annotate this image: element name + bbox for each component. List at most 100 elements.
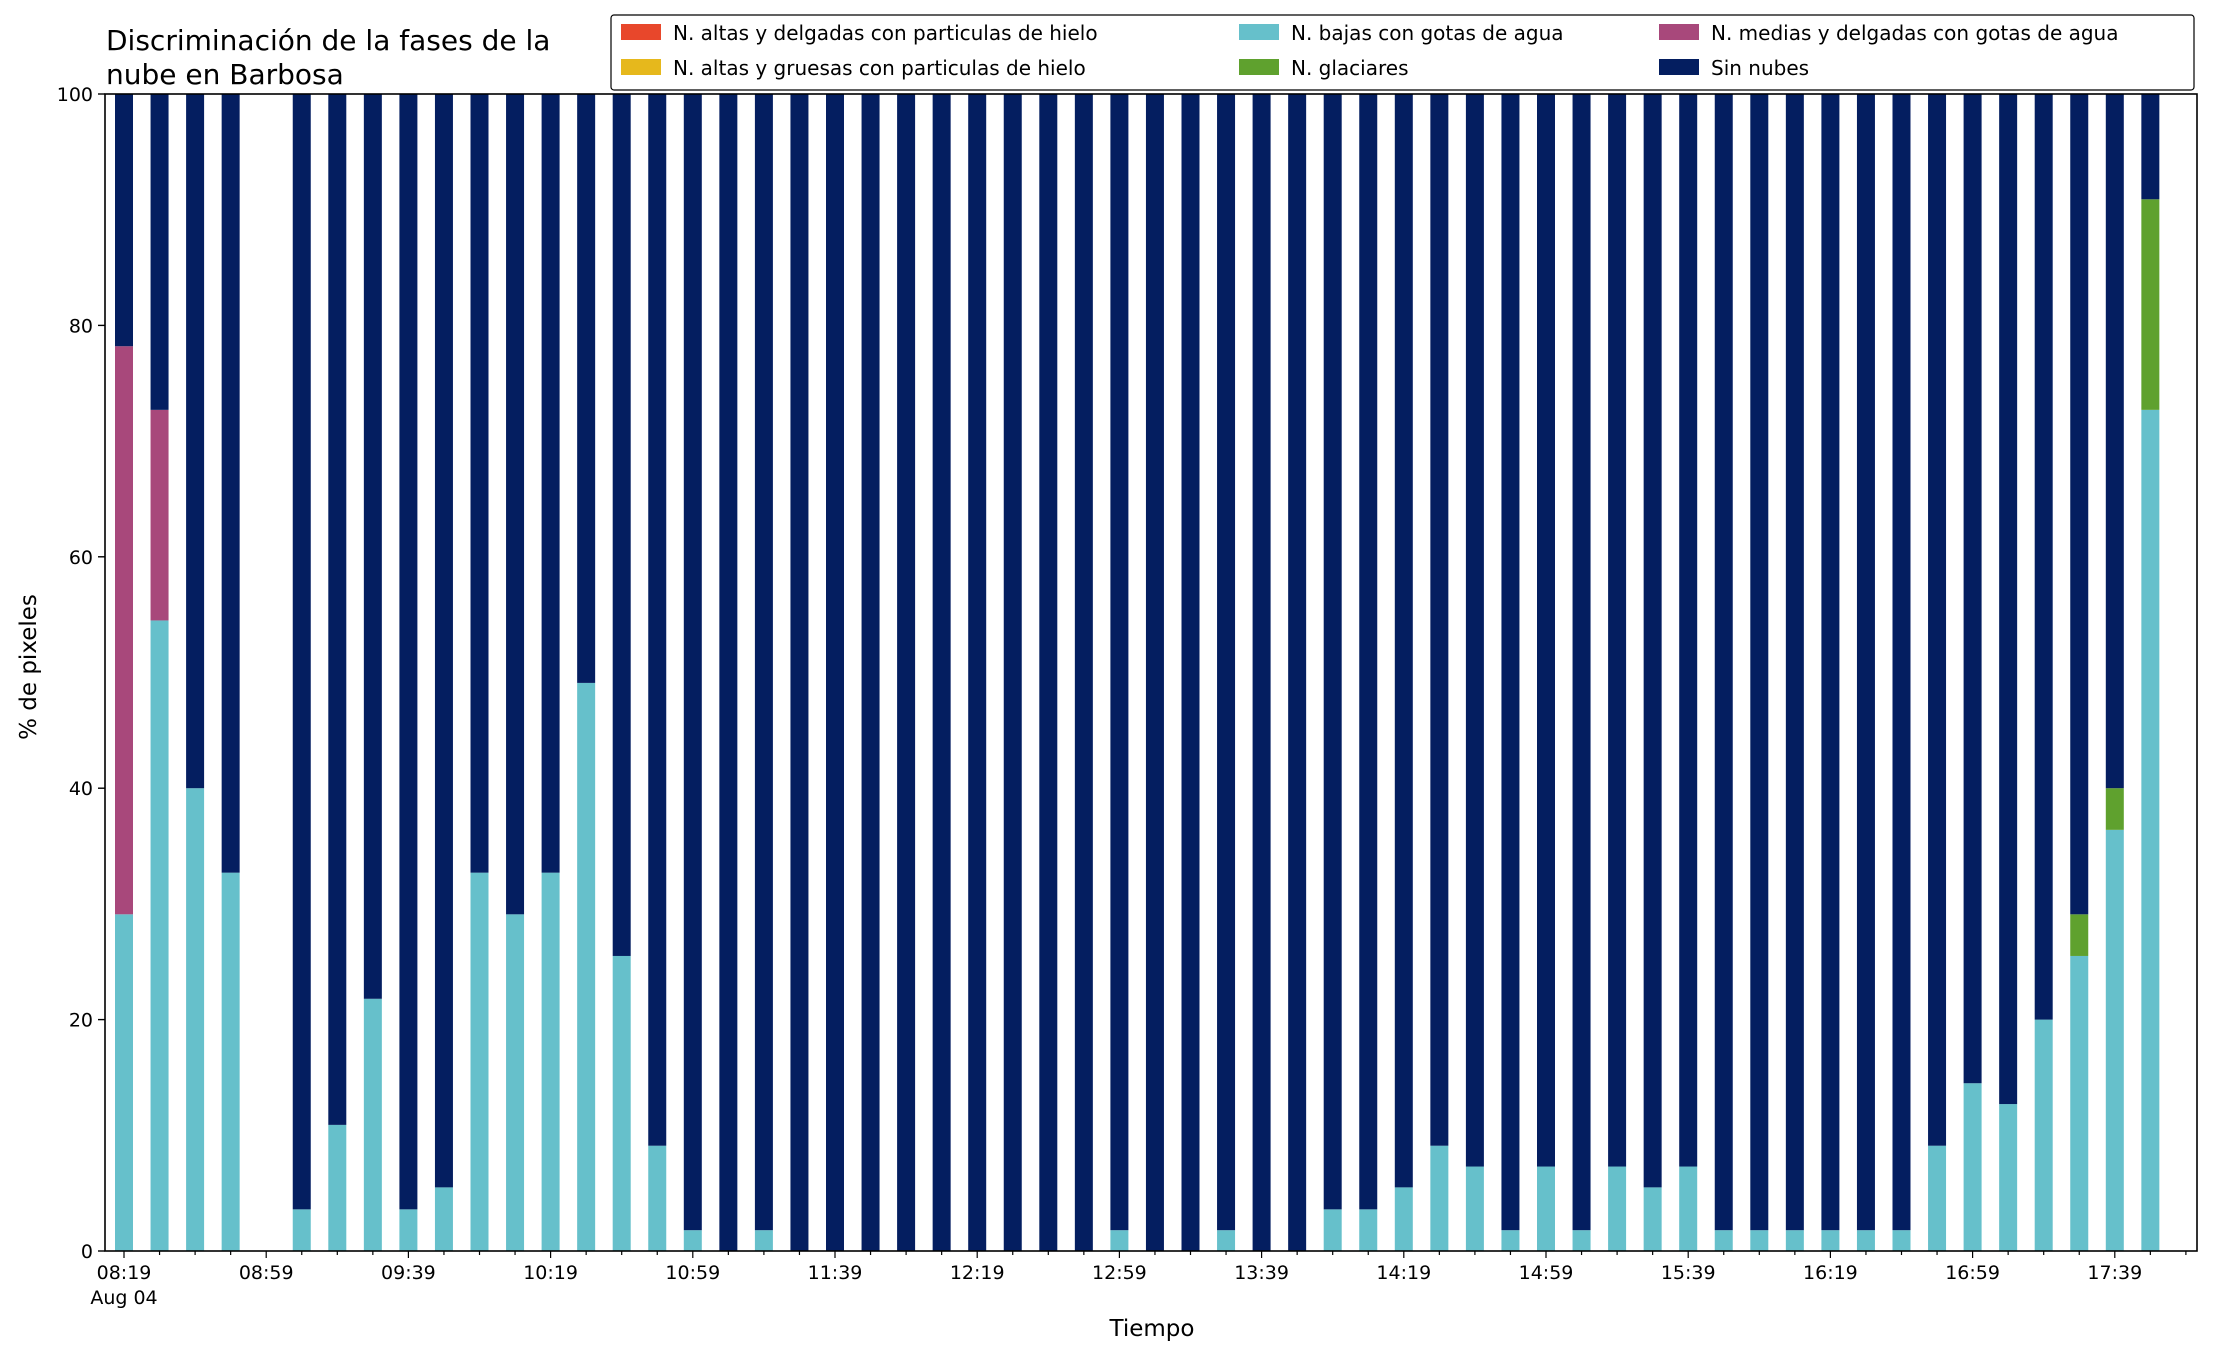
legend-swatch xyxy=(621,24,661,40)
x-tick-label: 13:39 xyxy=(1234,1262,1289,1284)
bar-16:49-series-5 xyxy=(1928,94,1947,1146)
chart-title-line-2: nube en Barbosa xyxy=(106,58,344,91)
bar-10:29-series-2 xyxy=(577,682,596,1251)
bar-10:09-series-5 xyxy=(506,94,525,915)
bar-17:49-series-3 xyxy=(2141,199,2160,410)
bar-12:59-series-2 xyxy=(1110,1230,1129,1251)
y-tick-label: 0 xyxy=(81,1241,93,1263)
x-tick-label: 10:59 xyxy=(665,1262,720,1284)
bar-16:29-series-5 xyxy=(1856,94,1875,1231)
bar-17:49-series-2 xyxy=(2141,409,2160,1252)
bar-17:29-series-5 xyxy=(2070,94,2089,915)
x-axis: 08:19 Aug 04 08:59 09:39 10:19 10:59 11:39 12:1… xyxy=(90,1251,2187,1309)
bar-15:19-series-5 xyxy=(1608,94,1627,1167)
bar-10:19-series-2 xyxy=(541,872,560,1251)
bar-15:49-series-2 xyxy=(1714,1230,1733,1251)
bar-08:19-series-5 xyxy=(115,94,133,347)
bar-10:49-series-5 xyxy=(648,94,667,1146)
bar-09:19-series-5 xyxy=(328,94,347,1125)
legend-entry-label: N. glaciares xyxy=(1291,56,1409,80)
bar-17:19-series-2 xyxy=(2034,1019,2053,1251)
bar-15:29-series-5 xyxy=(1643,94,1662,1188)
bar-10:59-series-5 xyxy=(683,94,702,1231)
x-axis-label: Tiempo xyxy=(1109,1316,1195,1342)
bar-15:49-series-5 xyxy=(1714,94,1733,1231)
bar-13:19-series-5 xyxy=(1181,94,1200,1251)
legend-swatch xyxy=(1239,24,1279,40)
bar-12:49-series-5 xyxy=(1074,94,1093,1251)
bar-17:49-series-5 xyxy=(2141,94,2160,200)
bar-16:39-series-5 xyxy=(1892,94,1911,1231)
x-tick-sublabel: Aug 04 xyxy=(90,1287,157,1309)
bar-12:09-series-5 xyxy=(932,94,951,1251)
bar-17:09-series-2 xyxy=(1999,1104,2018,1251)
legend-entry-label: N. altas y delgadas con particulas de hi… xyxy=(673,21,1098,45)
bar-13:59-series-5 xyxy=(1323,94,1342,1210)
bar-10:29-series-5 xyxy=(577,94,596,683)
y-tick-label: 40 xyxy=(69,778,93,800)
bar-11:19-series-5 xyxy=(754,94,773,1231)
bar-14:49-series-5 xyxy=(1501,94,1520,1231)
bar-08:19-series-2 xyxy=(115,914,133,1251)
x-tick-label: 16:59 xyxy=(1945,1262,2000,1284)
bar-12:39-series-5 xyxy=(1039,94,1058,1251)
bar-14:59-series-2 xyxy=(1537,1166,1555,1251)
legend-entry-label: N. medias y delgadas con gotas de agua xyxy=(1711,21,2119,45)
bar-16:49-series-2 xyxy=(1928,1145,1947,1251)
bar-14:29-series-5 xyxy=(1430,94,1449,1146)
bar-11:19-series-2 xyxy=(754,1230,773,1251)
bar-13:49-series-5 xyxy=(1288,94,1307,1251)
bar-17:29-series-3 xyxy=(2070,914,2089,956)
x-tick-label: 12:19 xyxy=(950,1262,1005,1284)
bar-14:39-series-5 xyxy=(1465,94,1484,1167)
bar-09:19-series-2 xyxy=(328,1124,347,1251)
bar-17:39-series-2 xyxy=(2105,829,2124,1251)
plot-frame xyxy=(104,93,2198,1252)
bar-11:09-series-5 xyxy=(719,94,738,1251)
bar-17:29-series-2 xyxy=(2070,955,2089,1251)
bar-09:49-series-5 xyxy=(434,94,453,1188)
bar-09:29-series-5 xyxy=(363,94,382,999)
bar-16:39-series-2 xyxy=(1892,1230,1911,1251)
bar-12:19-series-5 xyxy=(968,94,987,1251)
x-tick-label: 08:59 xyxy=(239,1262,294,1284)
bar-11:29-series-5 xyxy=(790,94,809,1251)
y-tick-label: 80 xyxy=(69,315,93,337)
bar-14:09-series-5 xyxy=(1359,94,1378,1210)
bar-15:19-series-2 xyxy=(1608,1166,1627,1251)
bar-11:49-series-5 xyxy=(861,94,880,1251)
bar-09:59-series-2 xyxy=(470,872,489,1251)
bar-14:59-series-5 xyxy=(1537,94,1555,1167)
bar-13:39-series-5 xyxy=(1252,94,1271,1251)
bar-11:59-series-5 xyxy=(897,94,916,1251)
bar-10:39-series-5 xyxy=(612,94,631,956)
bar-14:09-series-2 xyxy=(1359,1209,1378,1251)
bar-08:49-series-2 xyxy=(221,872,240,1251)
y-tick-label: 100 xyxy=(57,84,93,106)
legend-entry-label: N. bajas con gotas de agua xyxy=(1291,21,1564,45)
bar-12:59-series-5 xyxy=(1110,94,1129,1231)
bar-15:09-series-5 xyxy=(1572,94,1591,1231)
bar-15:59-series-2 xyxy=(1750,1230,1769,1251)
x-tick-label: 17:39 xyxy=(2087,1262,2142,1284)
x-tick-label: 08:19 xyxy=(97,1262,152,1284)
bar-08:39-series-2 xyxy=(186,788,205,1251)
bar-10:09-series-2 xyxy=(506,914,525,1251)
bar-16:29-series-2 xyxy=(1856,1230,1875,1251)
x-tick-label: 14:19 xyxy=(1376,1262,1431,1284)
x-tick-label: 14:59 xyxy=(1519,1262,1574,1284)
bar-14:19-series-2 xyxy=(1394,1187,1413,1251)
bar-12:29-series-5 xyxy=(1003,94,1022,1251)
bar-09:39-series-5 xyxy=(399,94,418,1210)
bar-09:39-series-2 xyxy=(399,1209,418,1251)
bar-09:29-series-2 xyxy=(363,998,382,1251)
bar-11:39-series-5 xyxy=(826,94,844,1251)
bar-13:59-series-2 xyxy=(1323,1209,1342,1251)
bar-17:39-series-3 xyxy=(2105,788,2124,830)
y-tick-label: 60 xyxy=(69,547,93,569)
bar-08:29-series-2 xyxy=(150,620,169,1251)
chart-title-line-1: Discriminación de la fases de la xyxy=(106,24,550,57)
y-tick-label: 20 xyxy=(69,1010,93,1032)
bar-16:09-series-5 xyxy=(1785,94,1804,1231)
